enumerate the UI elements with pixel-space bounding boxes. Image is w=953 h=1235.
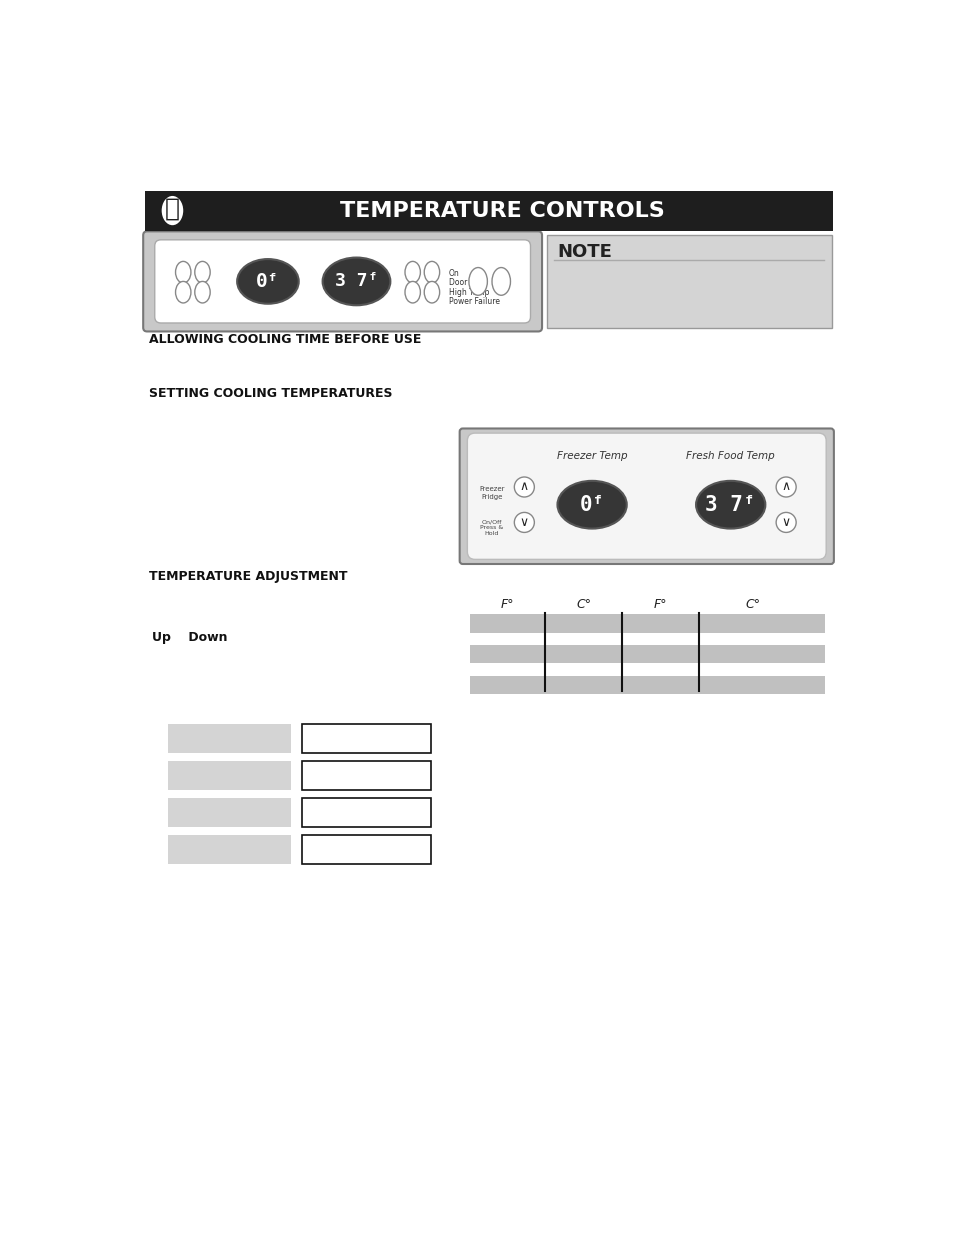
Bar: [546, 235, 831, 327]
FancyBboxPatch shape: [143, 231, 541, 331]
Text: On/Off
Press &
Hold: On/Off Press & Hold: [480, 520, 503, 536]
Bar: [145, 190, 832, 231]
Ellipse shape: [492, 268, 510, 295]
Bar: [168, 724, 291, 753]
Ellipse shape: [514, 477, 534, 496]
Ellipse shape: [237, 259, 298, 304]
FancyBboxPatch shape: [459, 429, 833, 564]
Ellipse shape: [405, 282, 420, 303]
Ellipse shape: [696, 480, 764, 529]
Bar: [469, 614, 824, 632]
Ellipse shape: [424, 262, 439, 283]
Text: 0ᶠ: 0ᶠ: [578, 495, 604, 515]
FancyBboxPatch shape: [467, 433, 825, 559]
Ellipse shape: [194, 262, 210, 283]
Bar: [301, 798, 431, 827]
Ellipse shape: [175, 262, 191, 283]
Bar: [168, 835, 291, 864]
Text: ☃: ☃: [160, 196, 188, 225]
Ellipse shape: [776, 513, 796, 532]
FancyBboxPatch shape: [154, 240, 530, 324]
Text: On: On: [449, 269, 459, 278]
Text: 3 7ᶠ: 3 7ᶠ: [704, 495, 755, 515]
Text: ∧: ∧: [781, 480, 790, 494]
Ellipse shape: [194, 282, 210, 303]
Ellipse shape: [175, 282, 191, 303]
Text: TEMPERATURE ADJUSTMENT: TEMPERATURE ADJUSTMENT: [150, 569, 348, 583]
Bar: [168, 761, 291, 790]
Text: ALLOWING COOLING TIME BEFORE USE: ALLOWING COOLING TIME BEFORE USE: [150, 332, 421, 346]
Text: ∨: ∨: [519, 516, 528, 529]
Bar: [469, 676, 824, 694]
Ellipse shape: [405, 262, 420, 283]
Text: F°: F°: [500, 598, 514, 611]
Ellipse shape: [469, 268, 487, 295]
Text: Up    Down: Up Down: [152, 631, 228, 643]
Text: F°: F°: [653, 598, 667, 611]
Text: Fresh Food Temp: Fresh Food Temp: [685, 451, 774, 461]
Bar: [469, 645, 824, 663]
Text: C°: C°: [576, 598, 591, 611]
Text: NOTE: NOTE: [557, 243, 612, 261]
Ellipse shape: [557, 480, 626, 529]
Ellipse shape: [424, 282, 439, 303]
Ellipse shape: [322, 258, 390, 305]
Text: SETTING COOLING TEMPERATURES: SETTING COOLING TEMPERATURES: [150, 387, 393, 400]
Text: High Temp: High Temp: [449, 288, 489, 296]
Text: TEMPERATURE CONTROLS: TEMPERATURE CONTROLS: [340, 200, 664, 221]
Text: Freezer Temp: Freezer Temp: [557, 451, 627, 461]
Text: Door Ajar: Door Ajar: [449, 278, 485, 288]
Bar: [168, 798, 291, 827]
Bar: [301, 761, 431, 790]
Text: ∧: ∧: [519, 480, 528, 494]
Text: 3 7ᶠ: 3 7ᶠ: [335, 273, 377, 290]
Text: C°: C°: [744, 598, 760, 611]
Text: Power Failure: Power Failure: [449, 296, 499, 306]
Text: ✋: ✋: [165, 198, 180, 221]
Text: ∨: ∨: [781, 516, 790, 529]
Ellipse shape: [776, 477, 796, 496]
Text: 0ᶠ: 0ᶠ: [256, 272, 279, 291]
Bar: [301, 835, 431, 864]
Bar: [301, 724, 431, 753]
Text: Freezer
Fridge: Freezer Fridge: [478, 487, 504, 500]
Ellipse shape: [161, 196, 183, 225]
Ellipse shape: [514, 513, 534, 532]
